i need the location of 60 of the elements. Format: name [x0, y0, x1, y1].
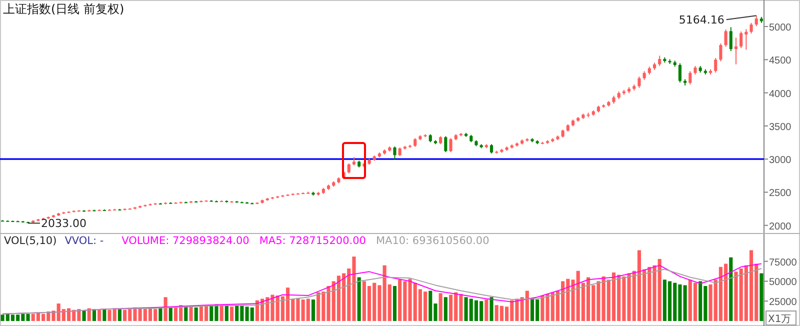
y-tick-label: 4000: [769, 88, 792, 100]
bar: [444, 297, 448, 321]
candlestick: [688, 70, 692, 86]
candlestick: [658, 55, 662, 66]
chart-title: VOL(5,10): [4, 235, 57, 247]
candlestick: [744, 28, 748, 50]
bar: [729, 257, 733, 321]
bar: [118, 309, 122, 321]
candlestick: [393, 146, 396, 160]
y-tick-label: 4500: [769, 56, 792, 67]
candlestick: [729, 26, 732, 52]
candlestick: [724, 28, 728, 48]
y-tick-label: 2000: [769, 221, 792, 232]
candlestick: [347, 162, 350, 174]
y-tick-label: 75000: [769, 257, 798, 268]
bar: [683, 285, 687, 321]
bar: [92, 309, 96, 321]
candlestick: [734, 37, 738, 65]
candlestick: [719, 42, 722, 62]
bar: [189, 306, 193, 321]
bar: [82, 310, 86, 321]
bar: [164, 297, 168, 321]
y-tick-label: 50000: [769, 277, 798, 288]
bar: [194, 307, 198, 321]
candlestick: [678, 62, 682, 84]
text: X1万: [768, 314, 792, 325]
candlestick: [444, 136, 448, 153]
candlestick: [449, 138, 452, 153]
bar: [230, 306, 234, 321]
bar: [311, 300, 316, 321]
candlestick: [754, 15, 758, 27]
bar: [220, 305, 224, 321]
annotation: 2033.00: [41, 217, 87, 230]
bar: [438, 293, 442, 321]
annotation: 5164.16: [678, 14, 724, 27]
candlestick: [740, 30, 743, 49]
candlestick: [638, 76, 641, 88]
chart-title: 上证指数(日线 前复权): [3, 2, 124, 16]
y-tick-label: 25000: [769, 297, 798, 308]
bar: [540, 296, 544, 321]
y-tick-label: 3500: [769, 122, 792, 133]
text: MA10: 693610560.00: [376, 235, 490, 247]
bar: [760, 273, 764, 321]
bar: [490, 297, 494, 321]
candlestick: [750, 22, 753, 34]
y-tick-label: 3000: [769, 155, 792, 166]
bar: [357, 277, 361, 321]
annotation: VVOL: -: [64, 235, 104, 247]
bar: [392, 286, 397, 321]
text: MA5: 728715200.00: [259, 235, 366, 247]
bar: [224, 306, 228, 321]
bar: [102, 309, 106, 321]
bar: [98, 310, 102, 321]
y-tick-label: 5000: [769, 22, 792, 34]
candlestick: [490, 144, 494, 154]
annotation: VOLUME: 729893824.00: [122, 235, 250, 247]
candlestick: [714, 58, 718, 74]
y-tick-label: 2500: [769, 188, 792, 200]
bar: [158, 308, 162, 321]
bar: [484, 300, 488, 321]
